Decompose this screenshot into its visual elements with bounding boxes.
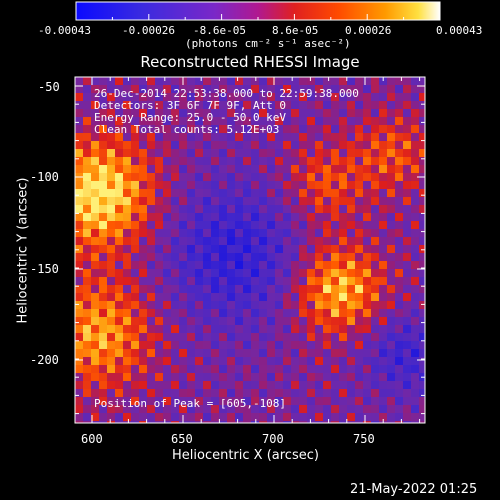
colorbar-tick-label: -0.00043 [38,24,91,37]
clean-counts: Clean Total counts: 5.12E+03 [94,123,280,136]
x-tick-label: 700 [262,432,284,446]
y-tick-label: -100 [30,170,59,184]
plot-frame [74,76,426,424]
y-tick-label: -50 [38,80,60,94]
energy-range: Energy Range: 25.0 - 50.0 keV [94,111,287,124]
footer-timestamp: 21-May-2022 01:25 [350,482,478,497]
x-tick-label: 600 [81,432,103,446]
colorbar-tick-label: -8.6e-05 [193,24,246,37]
y-tick-label: -150 [30,262,59,276]
colorbar-tick-label: 8.6e-05 [272,24,319,37]
colorbar-tick-label: -0.00026 [122,24,175,37]
detectors-info: Detectors: 3F 6F 7F 9F, Att 0 [94,99,287,112]
y-tick-label: -200 [30,353,59,367]
x-tick-label: 650 [171,432,193,446]
plot-title: Reconstructed RHESSI Image [140,53,360,71]
colorbar-tick-label: 0.00043 [436,24,483,37]
colorbar-tick-label: 0.00026 [345,24,392,37]
y-axis-title: Heliocentric Y (arcsec) [15,177,31,324]
colorbar [75,1,441,21]
colorbar-unit-label: (photons cm⁻² s⁻¹ asec⁻²) [185,37,351,50]
peak-position: Position of Peak = [605,-108] [94,397,287,410]
solar-image [75,77,425,423]
observation-time: 26-Dec-2014 22:53:38.000 to 22:59:38.000 [94,87,359,100]
x-tick-label: 750 [353,432,375,446]
x-axis-title: Heliocentric X (arcsec) [172,448,319,463]
